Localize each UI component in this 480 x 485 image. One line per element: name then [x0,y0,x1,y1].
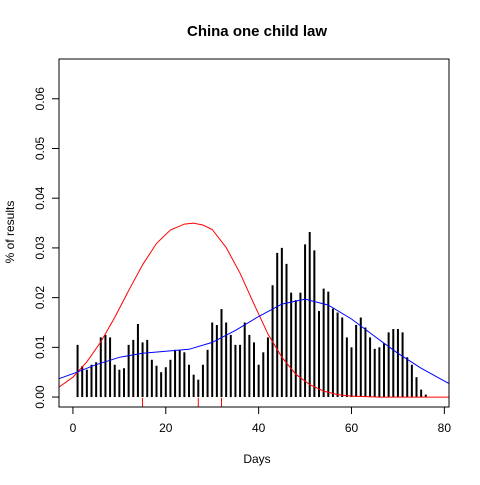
y-tick-label: 0.03 [33,236,47,260]
plot-frame [58,58,450,408]
series-line-2 [58,298,450,385]
y-tick-label: 0.06 [33,87,47,111]
y-tick-label: 0.02 [33,286,47,310]
rug-layer [142,398,222,407]
y-axis-label: % of results [3,201,17,264]
chart-title: China one child law [187,23,327,40]
y-tick-label: 0.01 [33,335,47,359]
x-axis-label: Days [243,452,270,466]
x-tick-label: 80 [438,421,452,435]
series-layer [58,222,450,398]
x-tick-label: 0 [70,421,77,435]
series-line-1 [58,222,449,398]
y-tick-label: 0.00 [33,385,47,409]
bars-layer [76,232,427,398]
y-tick-label: 0.04 [33,186,47,210]
y-tick-label: 0.05 [33,136,47,160]
x-tick-label: 40 [252,421,266,435]
x-tick-label: 20 [159,421,173,435]
x-tick-label: 60 [345,421,359,435]
